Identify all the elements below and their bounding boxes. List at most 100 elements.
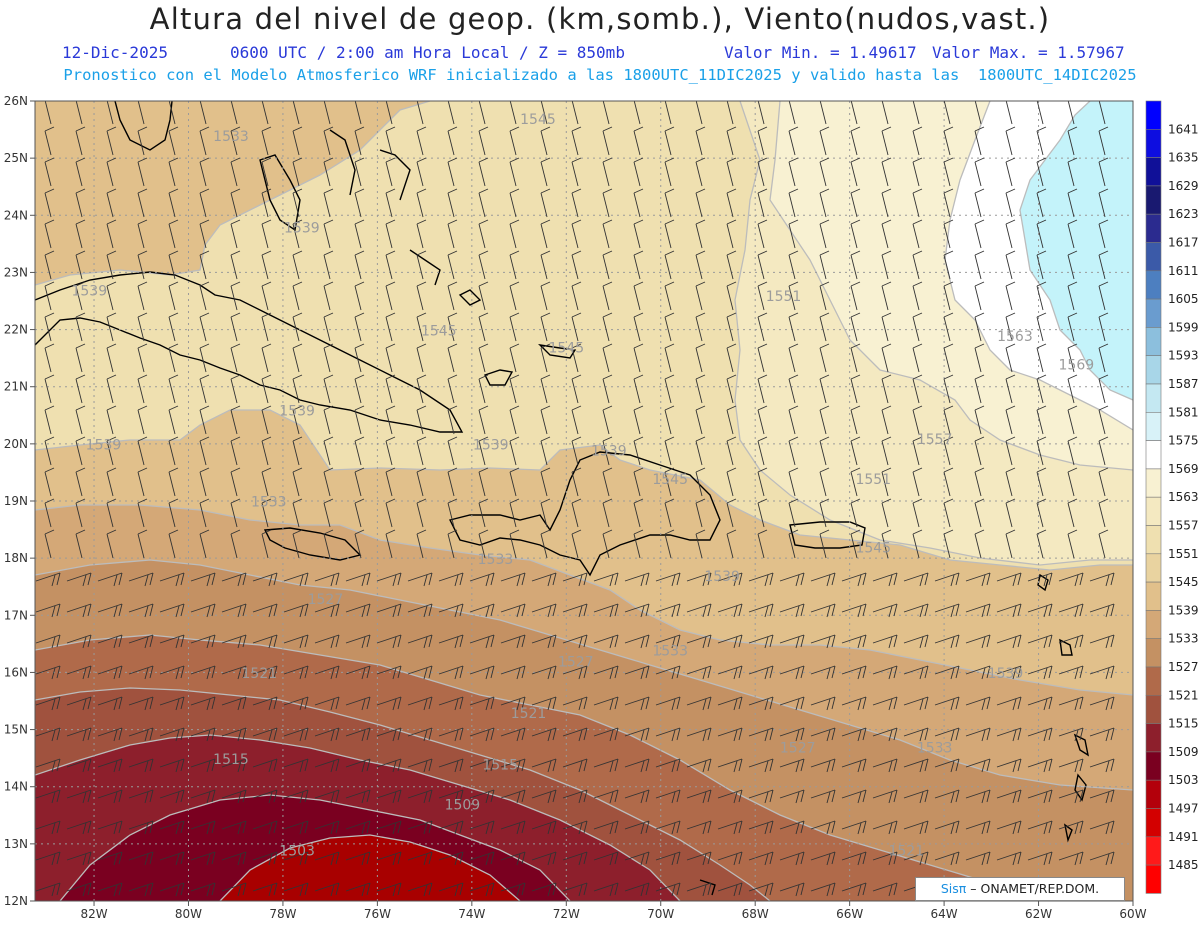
wind-barb [447,498,458,528]
wind-barb [686,572,712,587]
wind-barb [469,727,495,742]
wind-barb [416,467,427,497]
wind-barb [912,498,923,528]
wind-barb [190,789,216,804]
lat-lon-grid [35,101,1133,901]
contour-lines [35,101,1133,901]
wind-barb [1036,498,1047,528]
wind-barb [447,436,458,466]
wind-barb [974,436,985,466]
wind-barb [261,374,272,404]
wind-barb [292,405,303,435]
wind-barb [509,374,520,404]
wind-barb [292,101,300,125]
wind-barb [819,101,827,125]
wind-barb [633,219,644,249]
wind-barb [757,188,768,218]
wind-barb [903,572,929,587]
wind-barb [354,405,365,435]
wind-barb [97,851,123,866]
legend-level: 1521 [1168,688,1199,702]
wind-barb [478,529,489,559]
wind-barb [44,126,55,156]
wind-barb [1058,851,1084,866]
wind-barb [602,281,613,311]
wind-barb [416,157,427,187]
wind-barb [407,665,433,680]
wind-barb [252,572,278,587]
wind-barb [695,529,706,559]
wind-barb [717,789,743,804]
wind-barb [230,219,241,249]
wind-barb [66,665,92,680]
wind-barb [1098,219,1109,249]
wind-barb [283,820,309,835]
legend-swatch [1145,298,1162,328]
wind-barb [447,219,458,249]
wind-barb [717,634,743,649]
wind-barb [912,374,923,404]
wind-barb [602,219,613,249]
wind-barb [726,188,737,218]
wind-barb [407,882,433,897]
wind-barb [376,758,402,773]
wind-barb [1036,281,1047,311]
wind-barb [602,405,613,435]
wind-barb [540,250,551,280]
wind-barb [44,250,55,280]
wind-barb [903,851,929,866]
wind-barb [323,374,334,404]
wind-barb [354,101,362,125]
wind-barb [376,727,402,742]
wind-barb [664,157,675,187]
wind-barb [314,851,340,866]
wind-barb [1027,758,1053,773]
wind-barb [230,312,241,342]
wind-barb [283,665,309,680]
wind-barb [934,634,960,649]
wind-barb [75,126,86,156]
wind-barb [509,405,520,435]
wind-barb [35,665,61,680]
wind-barb [190,665,216,680]
wind-barb [571,467,582,497]
wind-barb [788,374,799,404]
wind-barb [292,126,303,156]
wind-barb [354,498,365,528]
wind-barb [44,281,55,311]
wind-barb [1067,312,1078,342]
lat-tick-label: 17N [4,608,28,622]
wind-barb [881,126,892,156]
wind-barb [686,727,712,742]
wind-barb [385,157,396,187]
longitude-axis: 82W 80W 78W 76W 74W 72W 70W 68W 66W 64W 62W 60W [80,901,1147,921]
wind-barb [106,467,117,497]
wind-barb [1067,250,1078,280]
legend-swatch [1145,213,1162,243]
wind-barb [97,882,123,897]
wind-barb [416,312,427,342]
legend-level: 1533 [1168,632,1199,646]
legend-swatch [1145,270,1162,300]
contour-label: 1545 [520,112,556,128]
wind-barb [252,758,278,773]
wind-barb [221,665,247,680]
wind-barb [447,529,458,559]
wind-barb [571,405,582,435]
wind-barb [717,696,743,711]
legend-swatch [1145,468,1162,498]
wind-barb [974,312,985,342]
wind-barb [261,250,272,280]
wind-barb [881,374,892,404]
wind-barb [571,312,582,342]
wind-barb [478,405,489,435]
wind-barb [819,281,830,311]
wind-barb [974,250,985,280]
wind-barb [934,820,960,835]
wind-barb [717,727,743,742]
wind-barb [509,529,520,559]
wind-barb [841,789,867,804]
wind-barb [106,343,117,373]
wind-barb [903,603,929,618]
wind-barb [75,157,86,187]
